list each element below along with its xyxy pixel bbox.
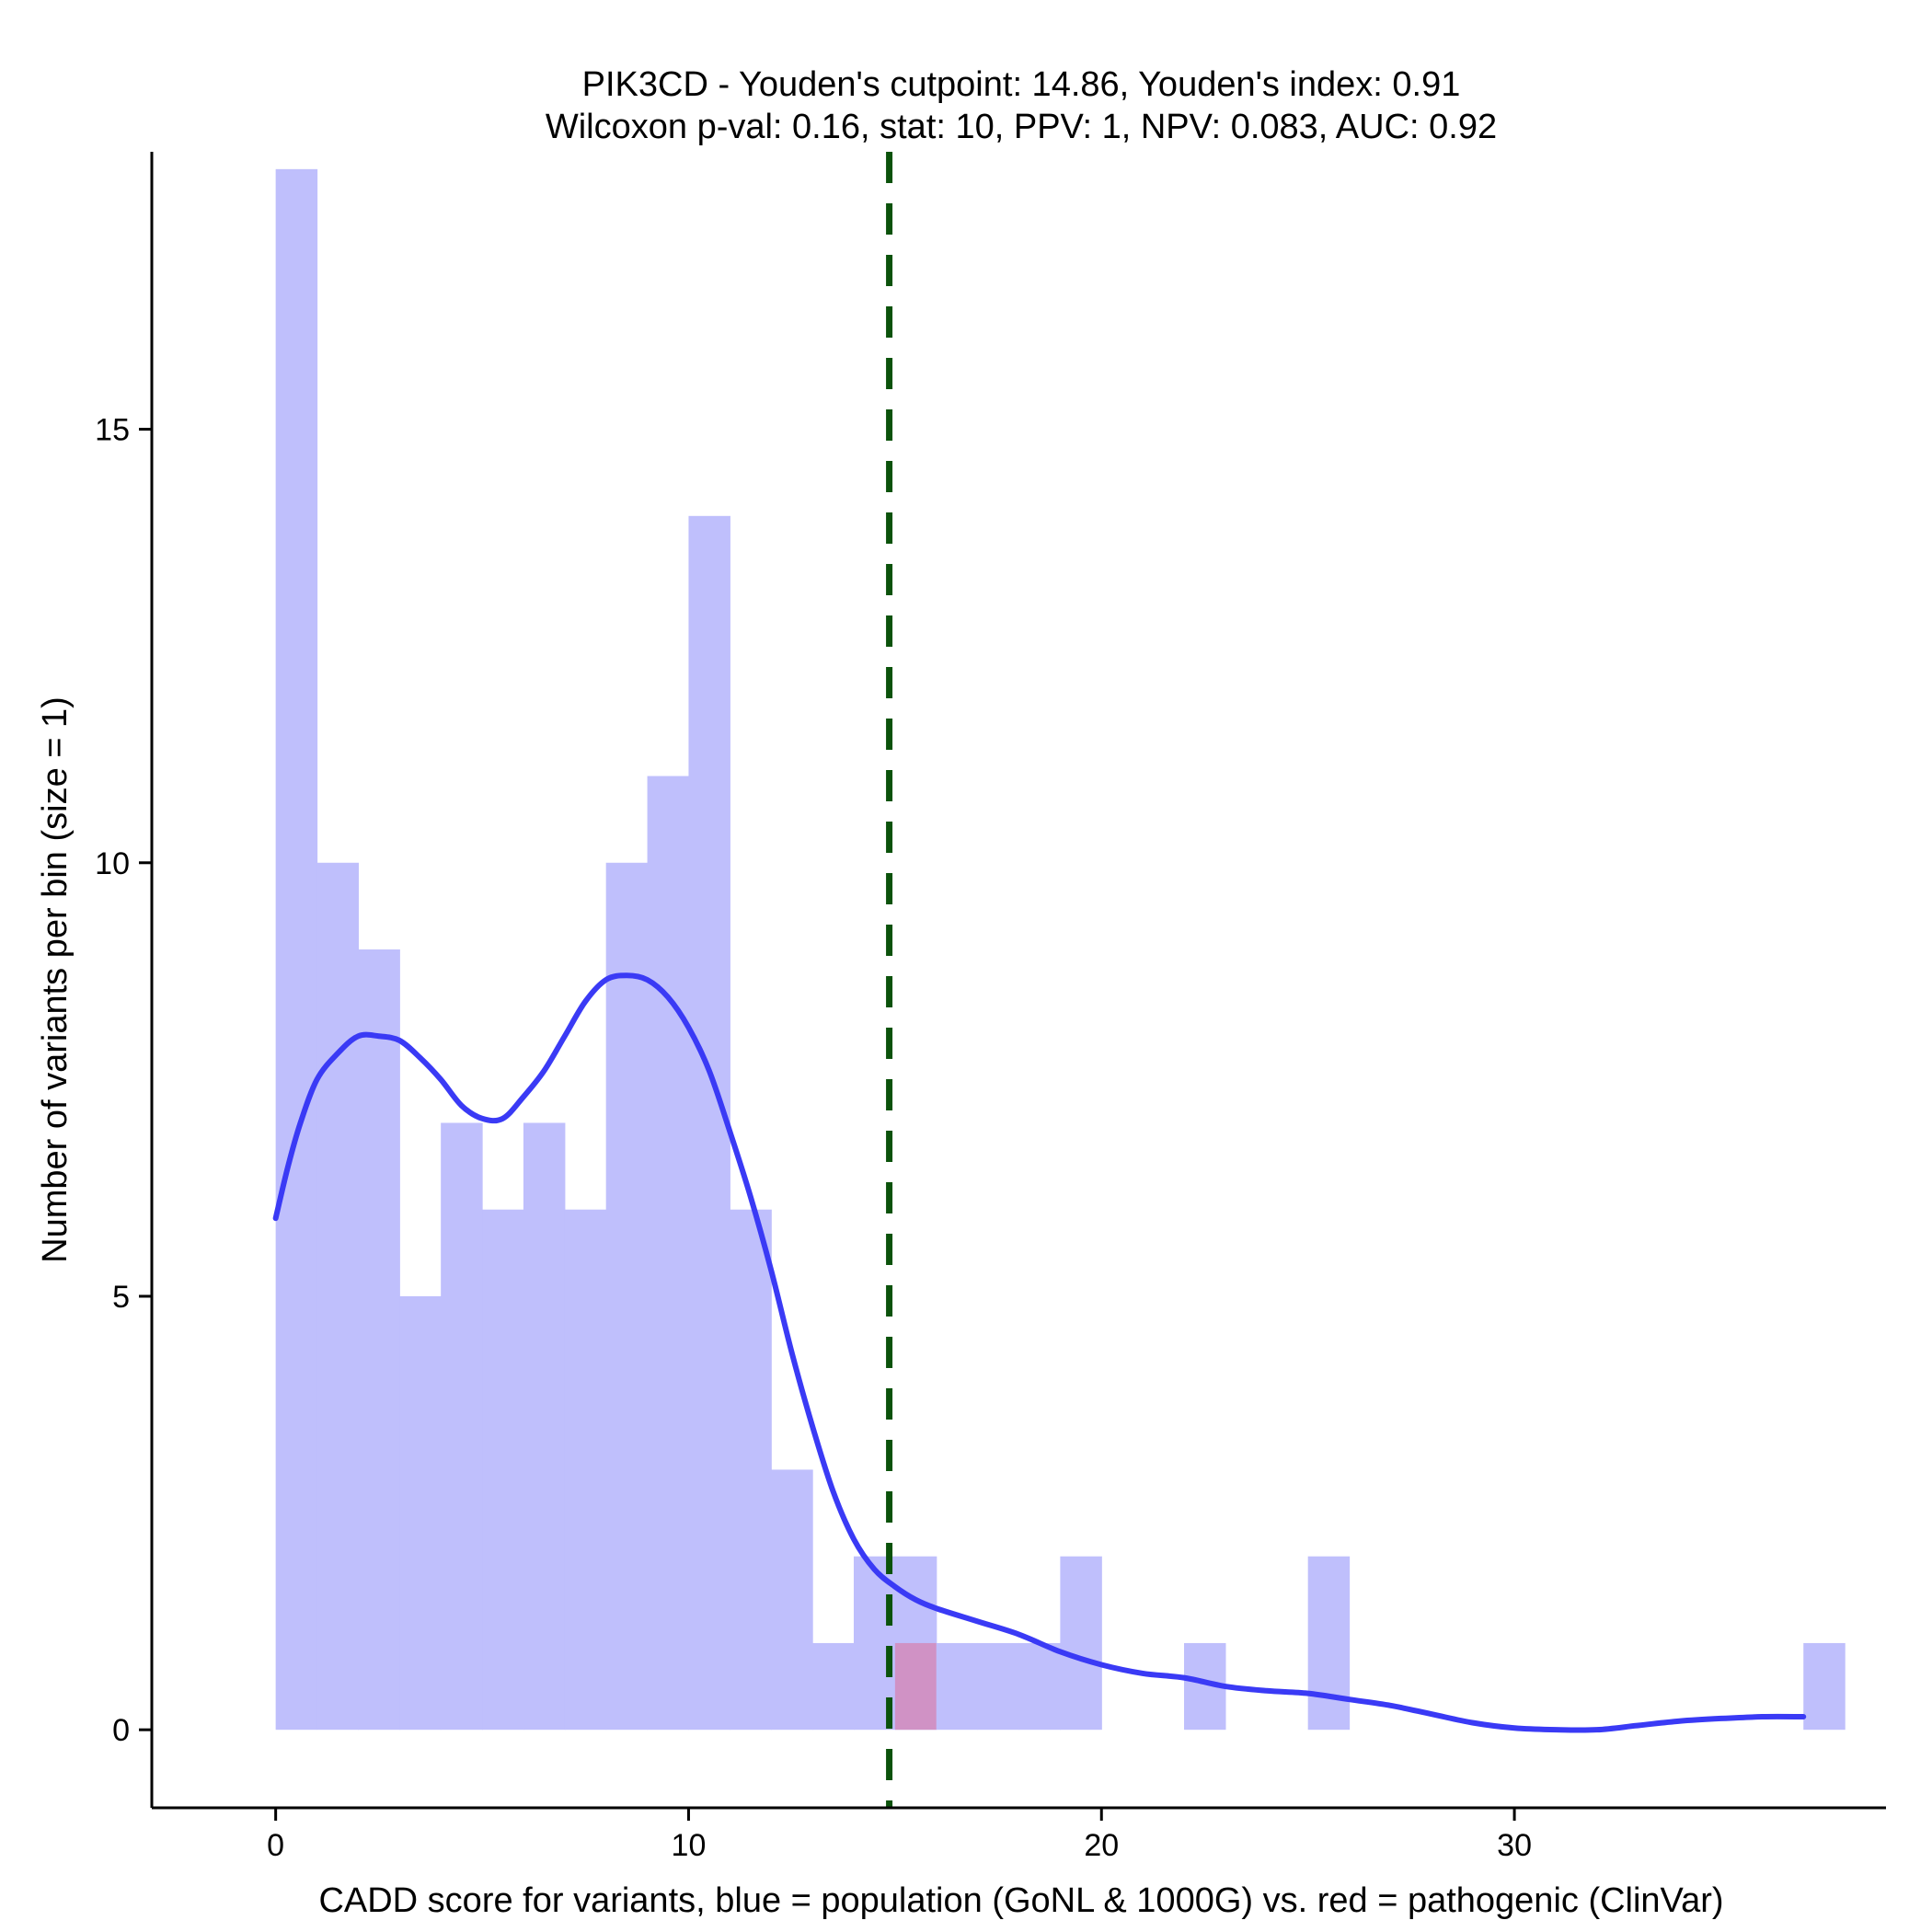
density-curve — [272, 972, 1807, 1733]
chart-title-line-2: Wilcoxon p-val: 0.16, stat: 10, PPV: 1, … — [546, 108, 1497, 146]
population-bar — [358, 949, 400, 1731]
x-tick-label: 0 — [267, 1828, 284, 1863]
population-bar — [1018, 1642, 1061, 1731]
axes — [139, 152, 1886, 1821]
tick-labels: 0 10 20 30 0 5 10 15 — [95, 413, 1532, 1863]
population-bar — [936, 1642, 979, 1731]
population-bar — [812, 1642, 855, 1731]
population-bar — [564, 1209, 607, 1731]
y-tick-label: 15 — [95, 413, 130, 448]
y-axis-label: Number of variants per bin (size = 1) — [36, 696, 75, 1263]
population-bar — [1307, 1556, 1351, 1731]
x-tick-label: 20 — [1084, 1828, 1119, 1863]
chart-title-line-1: PIK3CD - Youden's cutpoint: 14.86, Youde… — [582, 65, 1461, 104]
y-tick-label: 0 — [112, 1713, 130, 1748]
x-tick-label: 30 — [1497, 1828, 1532, 1863]
x-tick-label: 10 — [672, 1828, 707, 1863]
population-bars — [275, 168, 1846, 1731]
population-bar — [523, 1122, 566, 1731]
pathogenic-bar — [894, 1642, 937, 1731]
population-bar — [1060, 1556, 1102, 1731]
population-bar — [647, 776, 690, 1731]
population-bar — [482, 1209, 524, 1731]
population-bar — [605, 862, 649, 1731]
x-axis-label: CADD score for variants, blue = populati… — [318, 1881, 1723, 1920]
y-tick-label: 10 — [95, 846, 130, 881]
population-bar — [771, 1469, 813, 1731]
population-bar — [977, 1642, 1020, 1731]
density-layer — [272, 972, 1807, 1733]
population-bar — [730, 1209, 772, 1731]
population-bar — [275, 168, 318, 1731]
population-bar — [399, 1295, 442, 1731]
population-bar — [441, 1122, 483, 1731]
population-bar — [316, 862, 360, 1731]
population-bar — [1803, 1642, 1846, 1731]
y-tick-label: 5 — [112, 1280, 130, 1315]
pathogenic-bars — [894, 1642, 937, 1731]
population-bar — [688, 515, 730, 1731]
